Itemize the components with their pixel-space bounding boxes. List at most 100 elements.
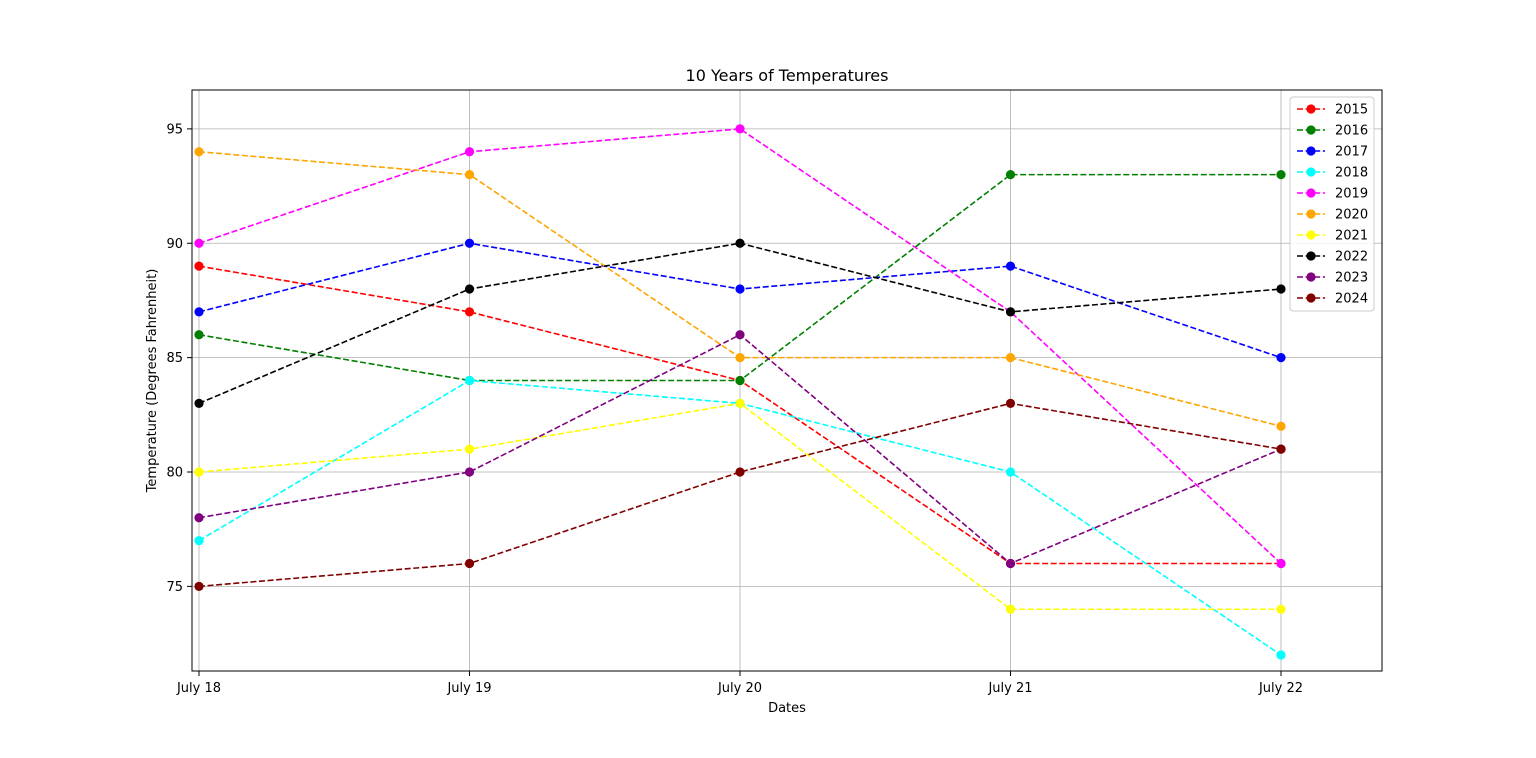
data-point <box>464 147 475 157</box>
y-tick-label: 90 <box>166 237 183 252</box>
data-point <box>1005 307 1016 317</box>
data-point <box>1276 170 1286 180</box>
legend-item: 2019 <box>1297 187 1368 202</box>
data-point <box>735 398 745 408</box>
legend-item: 2020 <box>1297 208 1368 223</box>
data-point <box>464 375 475 386</box>
chart-title: 10 Years of Temperatures <box>686 66 889 85</box>
legend-label: 2019 <box>1335 187 1368 202</box>
legend-marker <box>1306 104 1316 114</box>
data-point <box>735 124 745 134</box>
series-2017 <box>194 238 1286 363</box>
data-point <box>464 467 475 477</box>
y-tick-label: 80 <box>166 465 183 480</box>
data-point <box>464 170 475 180</box>
legend-item: 2018 <box>1297 166 1368 181</box>
legend-marker <box>1306 230 1316 240</box>
y-tick-label: 75 <box>166 580 183 595</box>
x-tick-label: July 20 <box>717 681 762 696</box>
x-tick-label: July 22 <box>1258 681 1303 696</box>
data-point <box>735 284 745 294</box>
x-axis-ticks: July 18 July 19 July 20 July 21 July 22 <box>176 671 1303 696</box>
x-axis-label: Dates <box>768 701 806 716</box>
y-tick-label: 85 <box>166 351 183 366</box>
series-2020 <box>194 147 1286 431</box>
data-point <box>1005 353 1016 363</box>
data-point <box>194 536 204 546</box>
data-point <box>1005 558 1016 569</box>
legend-item: 2016 <box>1297 124 1368 139</box>
data-point <box>464 558 475 569</box>
data-point <box>194 581 204 591</box>
plot-frame <box>191 89 1383 672</box>
legend-marker <box>1306 293 1316 303</box>
data-point <box>194 307 204 317</box>
data-point <box>1276 284 1286 294</box>
legend-marker <box>1306 167 1316 177</box>
legend-item: 2024 <box>1297 292 1368 307</box>
legend-label: 2021 <box>1335 229 1368 244</box>
legend-label: 2018 <box>1335 166 1368 181</box>
data-point <box>1005 170 1016 180</box>
data-point <box>1005 398 1016 408</box>
legend-item: 2022 <box>1297 250 1368 265</box>
data-point <box>735 375 745 386</box>
legend-marker <box>1306 209 1316 219</box>
data-point <box>194 330 204 340</box>
x-tick-label: July 19 <box>446 681 491 696</box>
legend-marker <box>1306 125 1316 135</box>
legend-label: 2022 <box>1335 250 1368 265</box>
series-line <box>198 128 1282 565</box>
data-point <box>735 353 745 363</box>
legend-item: 2015 <box>1297 103 1368 118</box>
y-tick-label: 95 <box>166 122 183 137</box>
legend-item: 2023 <box>1297 271 1368 286</box>
legend-marker <box>1306 188 1316 198</box>
data-point <box>194 513 204 523</box>
data-point <box>464 444 475 454</box>
data-point <box>464 238 475 248</box>
data-point <box>194 467 204 477</box>
legend: 2015 2016 2017 2018 2019 2020 2021 2022 2023 2024 <box>1289 96 1375 312</box>
series-lines <box>194 124 1286 660</box>
x-tick-label: July 21 <box>987 681 1032 696</box>
data-point <box>1276 444 1286 454</box>
data-point <box>735 330 745 340</box>
legend-item: 2021 <box>1297 229 1368 244</box>
data-point <box>1276 421 1286 431</box>
legend-marker <box>1306 251 1316 261</box>
data-point <box>1005 604 1016 614</box>
data-point <box>735 238 745 248</box>
series-2021 <box>194 398 1286 614</box>
legend-label: 2017 <box>1335 145 1368 160</box>
data-point <box>735 467 745 477</box>
y-axis-label: Temperature (Degrees Fahrenheit) <box>145 269 160 494</box>
data-point <box>1005 261 1016 271</box>
y-axis-ticks: 75 80 85 90 95 <box>166 122 192 595</box>
data-point <box>1005 467 1016 477</box>
legend-item: 2017 <box>1297 145 1368 160</box>
legend-label: 2023 <box>1335 271 1368 286</box>
data-point <box>1276 650 1286 660</box>
data-point <box>464 284 475 294</box>
legend-label: 2024 <box>1335 292 1368 307</box>
series-2022 <box>194 238 1286 408</box>
data-point <box>1276 353 1286 363</box>
data-point <box>194 398 204 408</box>
legend-label: 2015 <box>1335 103 1368 118</box>
data-point <box>194 147 204 157</box>
x-tick-label: July 18 <box>176 681 221 696</box>
data-point <box>464 307 475 317</box>
legend-marker <box>1306 272 1316 282</box>
data-point <box>1276 604 1286 614</box>
series-line <box>198 402 1282 588</box>
series-2024 <box>194 398 1286 591</box>
legend-label: 2016 <box>1335 124 1368 139</box>
data-point <box>194 261 204 271</box>
data-point <box>194 238 204 248</box>
legend-label: 2020 <box>1335 208 1368 223</box>
data-point <box>1276 558 1286 569</box>
